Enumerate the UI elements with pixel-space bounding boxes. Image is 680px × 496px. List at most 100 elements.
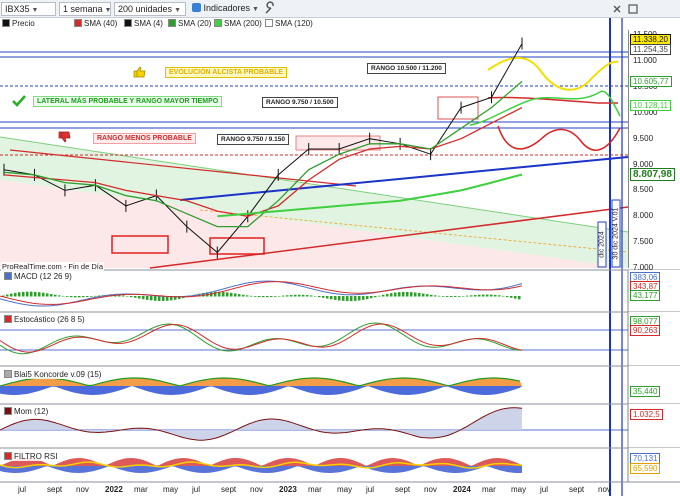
date-marker-b: 30 dic 2024 V.01: [611, 199, 621, 268]
x-axis-label: mar: [308, 485, 322, 494]
legend-item-sma40[interactable]: SMA (40): [74, 18, 117, 30]
macd-histogram-bar: [246, 295, 249, 297]
panel-title-rsi[interactable]: FILTRO RSI: [2, 452, 60, 461]
panel-title-macd[interactable]: MACD (12 26 9): [2, 272, 74, 281]
macd-histogram-bar: [234, 293, 237, 297]
range-rect-mid: [437, 96, 479, 120]
indicators-button[interactable]: Indicadores ▼: [189, 2, 259, 16]
macd-histogram-bar: [98, 295, 101, 297]
anno-evolucion: EVOLUCIÓN ALCISTA PROBABLE: [165, 67, 288, 78]
macd-histogram-bar: [498, 295, 501, 297]
macd-histogram-bar: [518, 296, 521, 300]
macd-histogram-bar: [162, 296, 165, 301]
macd-histogram-bar: [446, 296, 449, 297]
timeframe-label: 1 semana: [63, 4, 103, 14]
macd-histogram-bar: [270, 296, 273, 297]
macd-histogram-bar: [394, 292, 397, 297]
macd-histogram-bar: [6, 294, 9, 297]
macd-histogram-bar: [366, 296, 369, 300]
macd-histogram-bar: [42, 292, 45, 297]
macd-histogram-bar: [166, 296, 169, 301]
series-line-sma-20-: [3, 80, 523, 228]
panel-swatch: [4, 370, 12, 378]
projection-red: [497, 125, 621, 151]
macd-histogram-bar: [314, 295, 317, 297]
anno-rango-menos: RANGO MENOS PROBABLE: [93, 133, 196, 144]
range-box-top: RANGO 10.500 / 11.200: [367, 63, 446, 74]
legend-label: SMA (200): [224, 19, 262, 28]
panel-swatch: [4, 272, 12, 280]
series-line-sma-200-: [217, 173, 523, 218]
macd-histogram-bar: [414, 292, 417, 297]
date-marker-label: 30 dic 2024 V.01: [611, 199, 621, 268]
range-box-low: RANGO 9.750 / 9.150: [217, 134, 289, 145]
panel-label: MACD (12 26 9): [14, 272, 72, 281]
macd-histogram-bar: [362, 296, 365, 300]
price-tick-label: 10.000: [633, 107, 658, 117]
panel-label: Estocástico (26 8 5): [14, 315, 85, 324]
macd-histogram-bar: [154, 296, 157, 301]
rsi-yellow-line: [0, 461, 522, 469]
x-axis-label: jul: [366, 485, 375, 494]
macd-histogram-bar: [490, 294, 493, 297]
mom-tag: 1.032,5: [630, 409, 663, 420]
legend-item-sma120[interactable]: SMA (120): [265, 18, 313, 30]
green-channel-line: [0, 136, 629, 233]
macd-histogram-bar: [350, 296, 353, 302]
macd-histogram-bar: [22, 291, 25, 297]
macd-histogram-bar: [298, 294, 301, 297]
blue-trend-line: [179, 156, 629, 201]
x-axis-label: jul: [192, 485, 201, 494]
macd-histogram-bar: [354, 296, 357, 301]
legend-swatch: [214, 19, 222, 27]
price-tick-label: 7.000: [633, 263, 654, 272]
units-label: 200 unidades: [118, 4, 173, 14]
legend-item-sma200[interactable]: SMA (200): [214, 18, 262, 30]
legend-item-sma20[interactable]: SMA (20): [168, 18, 211, 30]
macd-histogram-bar: [90, 296, 93, 297]
macd-histogram-bar: [198, 293, 201, 297]
price-tag-sma200: 8.807,98: [630, 168, 675, 181]
panel-swatch: [4, 452, 12, 460]
panel-title-blai[interactable]: Blai5 Koncorde v.09 (15): [2, 370, 104, 379]
macd-histogram-bar: [230, 292, 233, 297]
maximize-icon[interactable]: [626, 2, 640, 16]
macd-histogram-bar: [454, 296, 457, 297]
panel-title-mom[interactable]: Mom (12): [2, 407, 51, 416]
close-icon[interactable]: [610, 2, 624, 16]
timeframe-selector[interactable]: 1 semana ▼: [59, 2, 111, 16]
wrench-icon[interactable]: [263, 1, 277, 16]
macd-histogram-bar: [282, 295, 285, 297]
esto-tag: 90,263: [630, 325, 661, 336]
macd-histogram-bar: [126, 296, 129, 297]
macd-histogram-bar: [62, 295, 65, 297]
macd-histogram-bar: [38, 292, 41, 297]
legend-swatch: [74, 19, 82, 27]
macd-histogram-bar: [202, 293, 205, 297]
price-tick-label: 7.500: [633, 237, 654, 247]
macd-histogram-bar: [2, 295, 5, 297]
price-axis: [628, 30, 680, 268]
legend-item-sma4[interactable]: SMA (4): [124, 18, 163, 30]
date-marker-a: dic 2024: [597, 221, 607, 268]
chevron-down-icon: ▼: [104, 7, 111, 14]
price-tick-label: 11.000: [633, 56, 657, 66]
x-axis-label: nov: [424, 485, 437, 494]
x-axis-label: 2022: [105, 485, 123, 494]
panel-title-esto[interactable]: Estocástico (26 8 5): [2, 315, 87, 324]
chevron-down-icon: ▼: [252, 6, 259, 13]
macd-histogram-bar: [278, 295, 281, 297]
price-tick-label: 8.000: [633, 211, 654, 221]
units-selector[interactable]: 200 unidades ▼: [114, 2, 186, 16]
macd-histogram-bar: [450, 296, 453, 297]
macd-histogram-bar: [290, 294, 293, 297]
x-axis-label: sept: [569, 485, 585, 494]
macd-histogram-bar: [130, 296, 133, 298]
legend-item-price[interactable]: Precio: [2, 18, 35, 30]
macd-histogram-bar: [18, 292, 21, 297]
price-tick-label: 9.500: [633, 133, 654, 143]
macd-histogram-bar: [430, 294, 433, 297]
symbol-selector[interactable]: IBX35 ▼: [1, 2, 56, 16]
x-axis-label: nov: [76, 485, 89, 494]
macd-histogram-bar: [398, 292, 401, 297]
